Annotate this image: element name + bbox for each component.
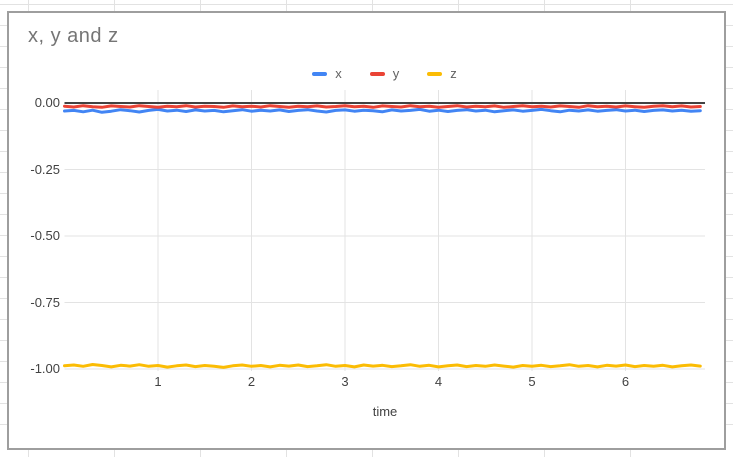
x-axis-title: time [372, 404, 398, 419]
x-tick-label: 4 [434, 374, 443, 389]
legend-swatch-z-icon [427, 71, 443, 76]
y-tick-label: -0.75 [30, 294, 60, 310]
y-tick-label: -1.00 [30, 361, 60, 376]
series-line-x [63, 107, 702, 114]
x-tick-label: 5 [528, 374, 536, 389]
x-tick-label: 3 [341, 374, 349, 389]
legend-swatch-x-icon [312, 71, 328, 76]
legend-item-x: x [312, 66, 342, 81]
series-line-y [63, 104, 702, 109]
legend-label-z: z [450, 66, 457, 81]
chart-title: x, y and z [28, 25, 119, 47]
x-tick-label: 2 [247, 374, 256, 389]
legend-swatch-y-icon [369, 71, 385, 76]
x-tick-label: 6 [621, 374, 630, 389]
chart-card[interactable]: x, y and z x y z 0.00 -0.25 -0.50 -0.75 -1.0… [7, 11, 726, 450]
y-tick-label: -0.25 [30, 161, 60, 177]
series-line-z [63, 363, 702, 369]
plot-area [63, 90, 705, 371]
y-tick-label: 0.00 [34, 95, 60, 110]
legend-label-x: x [335, 66, 342, 81]
legend-label-y: y [392, 66, 400, 81]
chart-legend: x y z [64, 65, 705, 82]
legend-item-y: y [369, 66, 400, 81]
y-tick-label: -0.50 [30, 228, 60, 243]
legend-item-z: z [427, 66, 457, 81]
x-tick-label: 1 [154, 374, 162, 389]
